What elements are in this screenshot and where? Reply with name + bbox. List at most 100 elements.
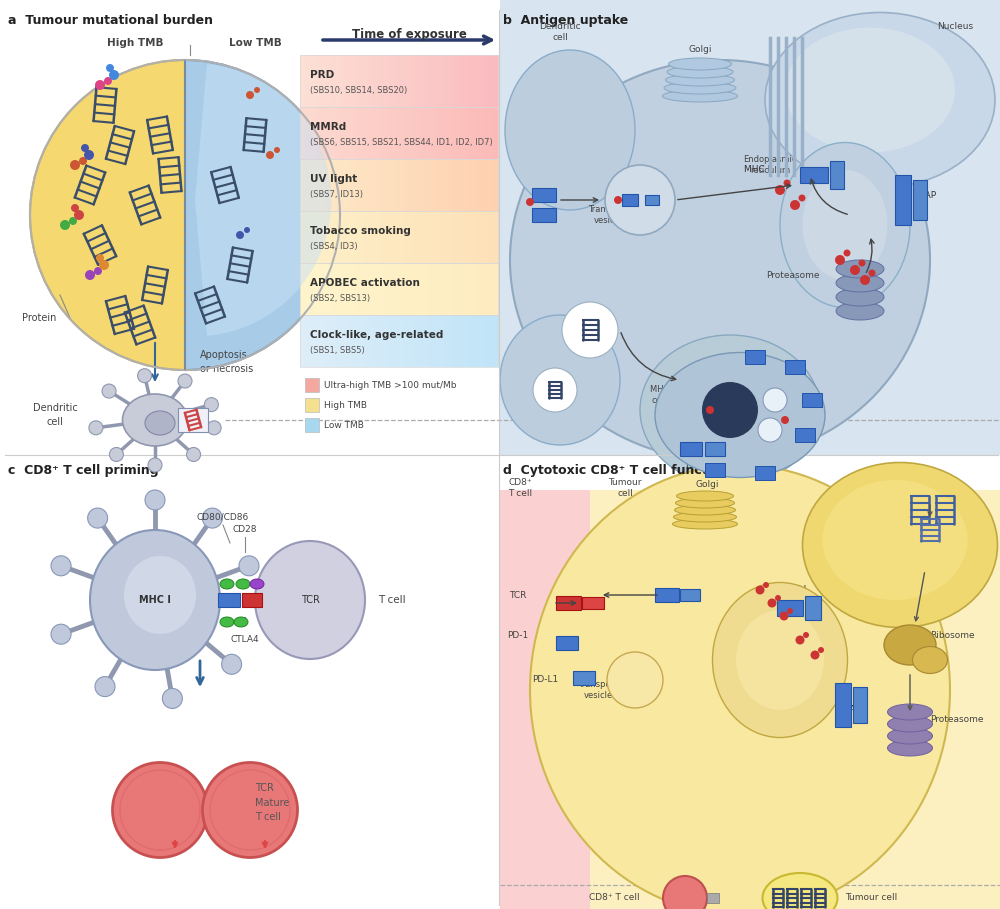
Bar (369, 159, 375, 211)
Wedge shape (195, 65, 331, 336)
Bar (384, 55, 390, 107)
Circle shape (844, 249, 850, 256)
Bar (325, 315, 330, 367)
Bar (315, 107, 320, 159)
Bar (419, 315, 424, 367)
Bar (429, 55, 434, 107)
Bar (590, 490, 1000, 909)
Text: (SBS4, ID3): (SBS4, ID3) (310, 243, 358, 252)
Ellipse shape (505, 50, 635, 210)
Circle shape (96, 254, 104, 262)
Circle shape (562, 302, 618, 358)
Bar (434, 211, 439, 263)
Bar (500, 0, 1000, 455)
Bar (359, 159, 365, 211)
Bar (468, 55, 474, 107)
Circle shape (768, 598, 776, 607)
Circle shape (236, 231, 244, 239)
Circle shape (756, 585, 765, 594)
Bar (305, 398, 319, 412)
Bar (777, 600, 803, 616)
Circle shape (109, 447, 123, 462)
Circle shape (74, 210, 84, 220)
Bar (439, 211, 444, 263)
Circle shape (222, 654, 242, 674)
Ellipse shape (736, 610, 824, 710)
Bar (424, 211, 429, 263)
Bar (320, 55, 325, 107)
Text: (SBS10, SBS14, SBS20): (SBS10, SBS14, SBS20) (310, 86, 407, 95)
Bar (419, 107, 424, 159)
Bar (800, 167, 828, 183)
Bar (493, 55, 498, 107)
Bar (369, 263, 375, 315)
Bar (359, 55, 365, 107)
Bar (359, 107, 365, 159)
Text: a  Tumour mutational burden: a Tumour mutational burden (8, 14, 213, 27)
Circle shape (148, 458, 162, 472)
Bar (305, 211, 310, 263)
Ellipse shape (124, 556, 196, 634)
Bar (463, 55, 469, 107)
Bar (300, 55, 305, 107)
Circle shape (850, 265, 860, 275)
Bar (394, 159, 400, 211)
Bar (364, 315, 370, 367)
Bar (320, 107, 325, 159)
Bar (300, 159, 498, 211)
Bar (345, 263, 350, 315)
Bar (300, 211, 305, 263)
Circle shape (526, 198, 534, 206)
Ellipse shape (122, 394, 188, 446)
Text: d  Cytotoxic CD8⁺ T cell function: d Cytotoxic CD8⁺ T cell function (503, 464, 729, 477)
Bar (439, 315, 444, 367)
Bar (582, 597, 604, 609)
Bar (448, 55, 454, 107)
Bar (384, 107, 390, 159)
Text: Apoptosis
or necrosis: Apoptosis or necrosis (200, 350, 253, 374)
Bar (473, 159, 479, 211)
Bar (384, 159, 390, 211)
Bar (439, 159, 444, 211)
Text: Dendritic
cell: Dendritic cell (33, 404, 77, 426)
Ellipse shape (90, 530, 220, 670)
Bar (359, 211, 365, 263)
Bar (483, 159, 489, 211)
Bar (835, 683, 851, 727)
Circle shape (88, 508, 108, 528)
Bar (622, 194, 638, 206)
Text: b  Antigen uptake: b Antigen uptake (503, 14, 628, 27)
Bar (483, 211, 489, 263)
Bar (532, 208, 556, 222)
Circle shape (60, 220, 70, 230)
Bar (500, 490, 590, 909)
Bar (335, 159, 340, 211)
Bar (478, 211, 484, 263)
Bar (384, 315, 390, 367)
Bar (340, 107, 345, 159)
Ellipse shape (668, 58, 732, 70)
Text: (SBS1, SBS5): (SBS1, SBS5) (310, 346, 365, 355)
Ellipse shape (236, 579, 250, 589)
Bar (488, 159, 494, 211)
Circle shape (858, 259, 866, 266)
Circle shape (51, 555, 71, 575)
Bar (345, 107, 350, 159)
Bar (493, 211, 498, 263)
Bar (399, 55, 404, 107)
Circle shape (79, 157, 87, 165)
Circle shape (775, 185, 785, 195)
Text: Transport
vesicle: Transport vesicle (578, 680, 618, 700)
Bar (473, 315, 479, 367)
Bar (379, 315, 385, 367)
Circle shape (790, 200, 800, 210)
Circle shape (246, 91, 254, 99)
Bar (350, 211, 355, 263)
Bar (755, 466, 775, 480)
Bar (419, 263, 424, 315)
Bar (389, 159, 395, 211)
Bar (463, 263, 469, 315)
Bar (805, 596, 821, 620)
Bar (463, 107, 469, 159)
Bar (310, 55, 315, 107)
